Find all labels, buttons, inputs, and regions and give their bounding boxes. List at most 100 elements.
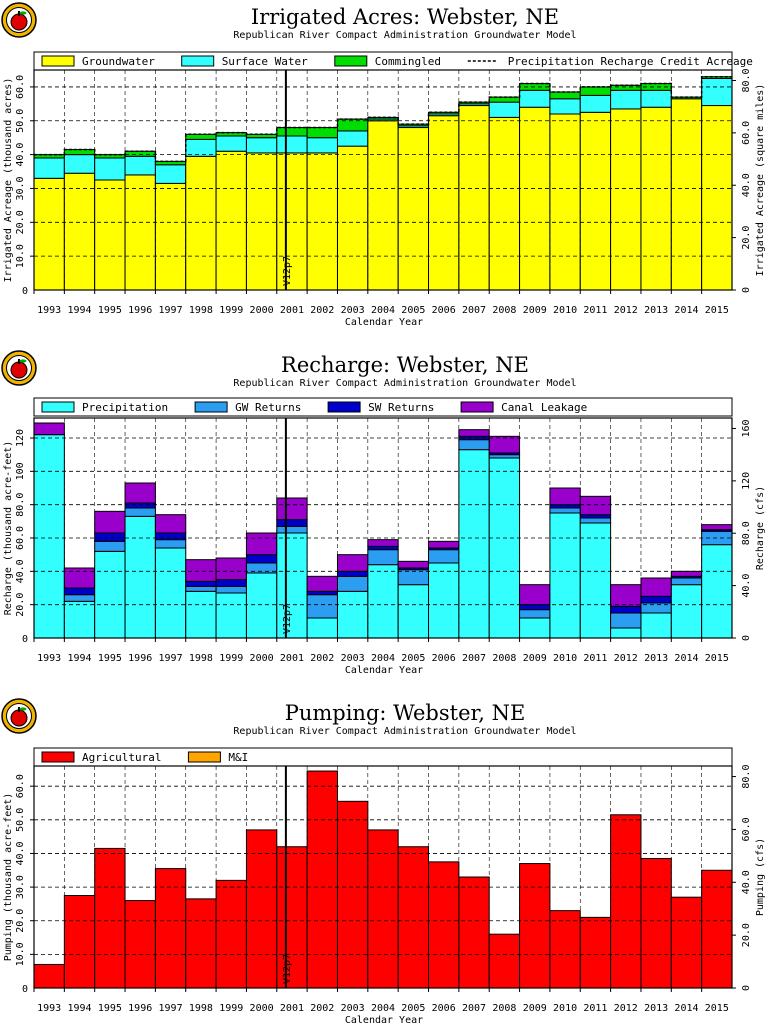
bar-segment (397, 569, 430, 586)
x-tick-label: 2007 (462, 1003, 486, 1014)
bar-segment (94, 157, 126, 181)
bar-segment (640, 577, 672, 597)
bar-segment (215, 585, 247, 594)
bar-segment (610, 605, 642, 614)
x-tick-label: 2013 (644, 653, 668, 664)
bar-segment (63, 895, 96, 989)
x-tick-label: 2006 (432, 653, 456, 664)
version-marker-label: V12p7 (282, 604, 293, 634)
y-tick-label: 40.0 (15, 143, 26, 167)
bar-segment (245, 137, 278, 154)
legend-swatch (334, 55, 368, 67)
bar-segment (215, 592, 247, 639)
plot-frame (33, 417, 733, 639)
bar-segment (670, 584, 703, 639)
y-tick-label: 40.0 (15, 841, 26, 865)
x-tick-label: 2008 (492, 1003, 516, 1014)
bar-segment (367, 564, 399, 639)
x-tick-label: 2007 (462, 653, 486, 664)
bar-segment (367, 120, 399, 291)
bar-segment (579, 517, 612, 524)
legend-swatch (41, 55, 75, 67)
chart-subtitle: Republican River Compact Administration … (233, 30, 576, 41)
bar-segment (428, 115, 460, 291)
y2-tick-label: 120 (741, 472, 752, 490)
apple-logo-icon (1, 698, 37, 734)
bar-segment (124, 507, 156, 517)
bar-segment (276, 497, 308, 521)
bar-segment (94, 550, 126, 639)
bar-segment (367, 549, 399, 566)
bar-segment (610, 89, 642, 110)
bar-segment (519, 609, 551, 619)
bar-segment (367, 829, 399, 989)
x-tick-label: 2013 (644, 305, 668, 316)
plot-frame (33, 69, 733, 291)
legend: Agricultural M&I (33, 747, 733, 767)
bar-segment (154, 532, 187, 541)
bar-segment (33, 157, 65, 179)
bar-segment (63, 154, 96, 174)
x-tick-label: 2000 (250, 1003, 274, 1014)
x-tick-label: 2015 (705, 1003, 729, 1014)
legend-swatch (460, 401, 494, 413)
x-tick-label: 2013 (644, 1003, 668, 1014)
y-axis-label: Pumping (thousand acre-feet) (3, 793, 14, 962)
bar-segment (519, 584, 551, 606)
bar-segment (488, 96, 521, 103)
bar-segment (701, 77, 733, 107)
bar-segment (336, 130, 369, 147)
y-tick-label: 30.0 (15, 176, 26, 200)
bar-segment (701, 105, 733, 291)
x-tick-label: 1997 (159, 305, 183, 316)
bar-segment (397, 127, 430, 291)
x-tick-label: 2006 (432, 305, 456, 316)
bar-segment (549, 910, 581, 989)
bar-segment (306, 152, 338, 291)
bar-segment (124, 900, 156, 989)
apple-logo-icon (1, 350, 37, 386)
bar-segment (154, 547, 187, 639)
x-tick-label: 2001 (280, 1003, 304, 1014)
bar-segment (154, 182, 187, 291)
y-tick-label: 0 (22, 634, 28, 645)
version-marker-label: V12p7 (282, 954, 293, 984)
bar-segment (124, 150, 156, 157)
x-tick-label: 2014 (674, 653, 698, 664)
y-tick-label: 20.0 (15, 593, 26, 617)
x-tick-label: 2003 (341, 305, 365, 316)
logo-apple (10, 13, 28, 31)
bar-segment (185, 590, 217, 639)
y2-axis-label: Recharge (cfs) (755, 486, 766, 570)
bar-segment (63, 172, 96, 291)
x-tick-label: 2004 (371, 1003, 395, 1014)
x-tick-label: 1999 (219, 653, 243, 664)
x-tick-label: 2000 (250, 653, 274, 664)
y2-tick-label: 0 (741, 985, 752, 991)
bar-segment (458, 105, 490, 291)
x-tick-label: 1996 (128, 1003, 152, 1014)
y2-tick-label: 80.0 (741, 68, 752, 92)
bar-segment (701, 869, 733, 989)
legend-label: M&I (228, 751, 248, 764)
x-tick-label: 2008 (492, 653, 516, 664)
y2-tick-label: 60.0 (741, 817, 752, 841)
bar-segment (458, 449, 490, 639)
legend-swatch (181, 55, 215, 67)
bar-segment (245, 554, 278, 564)
x-tick-label: 2014 (674, 1003, 698, 1014)
bar-segment (185, 133, 217, 140)
y-tick-label: 50.0 (15, 808, 26, 832)
bar-segment (185, 559, 217, 582)
bar-segment (488, 101, 521, 118)
legend-swatch (327, 401, 361, 413)
bar-segment (519, 863, 551, 989)
bar-segment (94, 540, 126, 552)
bar-segment (276, 152, 308, 291)
bar-segment (640, 858, 672, 989)
x-tick-label: 2007 (462, 305, 486, 316)
y2-tick-label: 80.0 (741, 521, 752, 545)
x-tick-label: 1993 (37, 305, 61, 316)
